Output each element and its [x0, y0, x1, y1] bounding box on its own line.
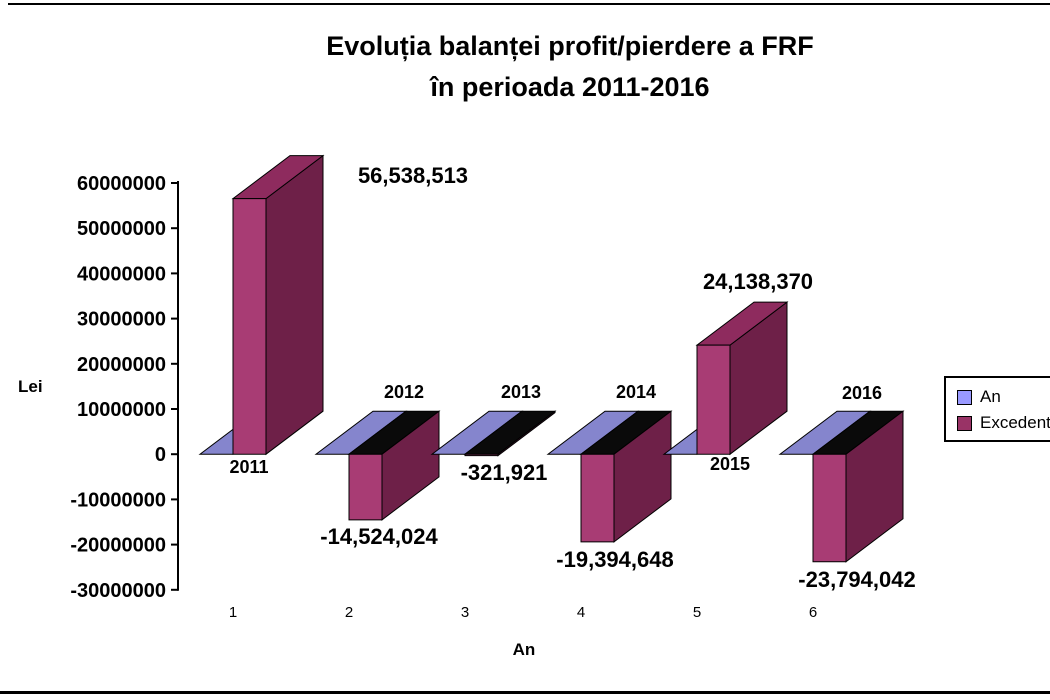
chart-title-line1: Evoluția balanței profit/pierdere a FRF: [326, 31, 814, 61]
year-label: 2014: [616, 382, 656, 402]
x-axis-title: An: [513, 640, 536, 659]
excedent-bar-side: [265, 154, 324, 456]
excedent-bar-front: [348, 453, 383, 521]
x-tick-label: 6: [809, 604, 817, 621]
y-tick-label: -20000000: [70, 535, 166, 557]
y-tick-label: 20000000: [77, 354, 166, 376]
top-border-line: [8, 3, 1050, 5]
legend-label-an: An: [980, 387, 1001, 406]
data-value-label: -19,394,648: [556, 547, 673, 572]
data-value-label: 56,538,513: [358, 163, 468, 188]
x-tick-label: 3: [461, 604, 469, 621]
legend-swatch-excedent-icon: [957, 415, 972, 431]
chart-title-line2: în perioada 2011-2016: [430, 72, 710, 102]
chart-title: Evoluția balanței profit/pierdere a FRF …: [190, 26, 950, 108]
year-label: 2016: [842, 383, 882, 403]
data-value-label: 24,138,370: [703, 269, 813, 294]
y-tick-label: 60000000: [77, 173, 166, 195]
y-tick-label: 0: [155, 444, 166, 466]
x-tick-label: 2: [345, 604, 353, 621]
excedent-bar-front: [812, 453, 847, 563]
legend-swatch-an-icon: [957, 389, 972, 405]
legend-item-excedent: Excedent: [957, 410, 1050, 436]
year-label: 2011: [229, 457, 268, 477]
legend-label-excedent: Excedent: [980, 413, 1050, 432]
x-tick-label: 1: [229, 604, 237, 621]
y-tick-label: -10000000: [70, 489, 166, 511]
x-tick-label: 5: [693, 604, 701, 621]
y-tick-label: 40000000: [77, 263, 166, 285]
year-label: 2013: [501, 382, 541, 402]
y-tick-label: 10000000: [77, 399, 166, 421]
data-value-label: -14,524,024: [320, 524, 438, 549]
legend-item-an: An: [957, 384, 1050, 410]
excedent-bar-front: [580, 453, 615, 543]
data-value-label: -321,921: [461, 460, 548, 485]
data-value-label: -23,794,042: [798, 567, 915, 592]
year-label: 2015: [710, 454, 750, 474]
x-tick-label: 4: [577, 604, 585, 621]
y-tick-label: -30000000: [70, 580, 166, 602]
y-tick-label: 30000000: [77, 309, 166, 331]
excedent-bar-front: [696, 344, 731, 455]
bottom-border-line: [0, 691, 1050, 694]
year-label: 2012: [384, 382, 424, 402]
excedent-bar-front: [232, 198, 267, 455]
y-axis-title: Lei: [18, 377, 43, 396]
excedent-bar-front: [464, 453, 499, 457]
y-tick-label: 50000000: [77, 218, 166, 240]
legend: An Excedent: [944, 376, 1050, 442]
